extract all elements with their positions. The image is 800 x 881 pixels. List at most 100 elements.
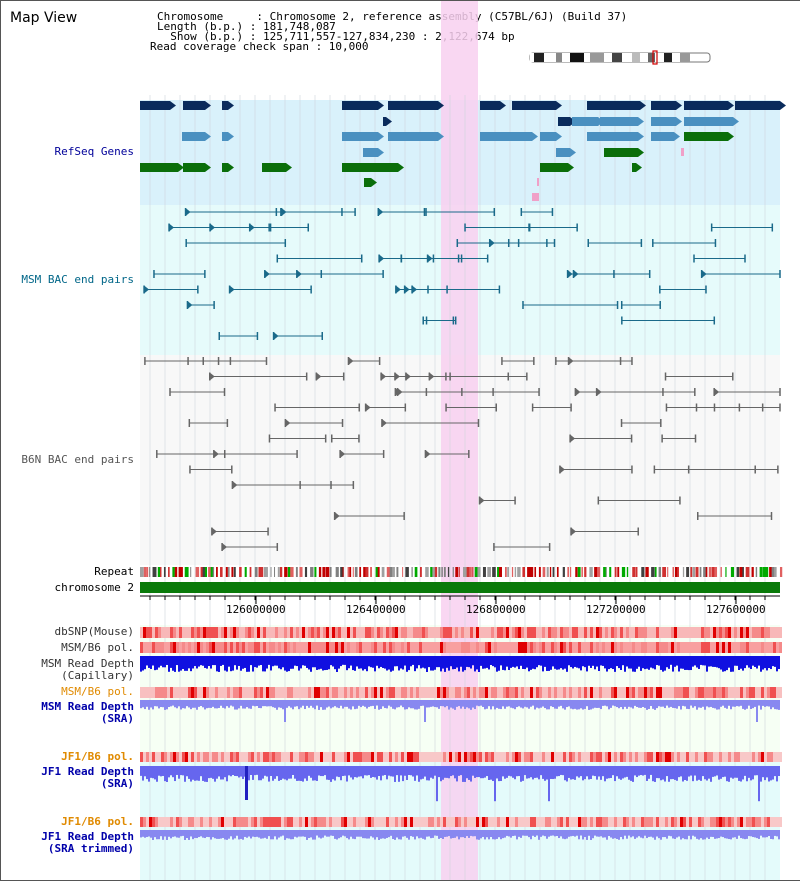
heat-cell bbox=[380, 817, 383, 827]
depth-bar bbox=[316, 766, 318, 781]
heat-cell bbox=[353, 627, 356, 638]
repeat-mark bbox=[405, 567, 409, 577]
depth-bar bbox=[220, 700, 222, 706]
heat-cell bbox=[164, 817, 167, 827]
depth-bar bbox=[502, 830, 504, 839]
depth-bar bbox=[390, 830, 392, 836]
bac-end-arrow bbox=[187, 301, 193, 309]
depth-bar bbox=[660, 700, 662, 707]
heat-cell bbox=[617, 752, 620, 762]
heat-cell bbox=[707, 817, 710, 827]
depth-bar bbox=[140, 700, 142, 709]
depth-bar bbox=[252, 830, 254, 837]
depth-bar bbox=[536, 830, 538, 836]
depth-bar bbox=[666, 830, 668, 839]
heat-cell bbox=[677, 687, 680, 698]
depth-bar bbox=[280, 656, 282, 670]
depth-bar bbox=[492, 700, 494, 707]
heat-cell bbox=[626, 642, 629, 653]
msm-b6-pol-label-2[interactable]: MSM/B6 pol. bbox=[61, 685, 134, 698]
depth-bar bbox=[358, 830, 360, 837]
depth-bar bbox=[240, 700, 242, 706]
heat-cell bbox=[641, 642, 644, 653]
depth-bar bbox=[258, 656, 260, 666]
depth-bar bbox=[760, 766, 762, 782]
heat-cell bbox=[269, 687, 272, 698]
depth-bar bbox=[432, 700, 434, 707]
length-info: Length (b.p.) : 181,748,087 bbox=[157, 20, 336, 33]
b6n-bac-label[interactable]: B6N BAC end pairs bbox=[21, 453, 134, 466]
gene-feature bbox=[140, 163, 178, 172]
depth-bar bbox=[704, 830, 706, 840]
heat-cell bbox=[221, 817, 224, 827]
depth-bar bbox=[324, 700, 326, 710]
heat-cell bbox=[362, 752, 365, 762]
depth-bar bbox=[520, 830, 522, 838]
depth-bar bbox=[240, 656, 242, 671]
depth-bar bbox=[436, 700, 438, 708]
heat-cell bbox=[587, 627, 590, 638]
bac-end-arrow bbox=[185, 208, 191, 216]
jf1-read-depth-trimmed-label[interactable]: JF1 Read Depth (SRA trimmed) bbox=[41, 830, 134, 855]
heat-cell bbox=[626, 817, 629, 827]
heat-cell bbox=[434, 642, 437, 653]
gene-arrow bbox=[438, 101, 444, 110]
depth-bar bbox=[556, 766, 558, 777]
depth-bar bbox=[718, 766, 720, 780]
depth-bar bbox=[556, 656, 558, 670]
repeat-mark bbox=[143, 567, 147, 577]
dbsnp-label[interactable]: dbSNP(Mouse) bbox=[54, 625, 134, 638]
page-title: Map View bbox=[10, 10, 78, 26]
heat-cell bbox=[494, 687, 497, 698]
heat-cell bbox=[374, 627, 377, 638]
jf1-read-depth-sra-label[interactable]: JF1 Read Depth (SRA) bbox=[41, 765, 134, 790]
depth-bar bbox=[168, 700, 170, 708]
msm-read-depth-capillary-label[interactable]: MSM Read Depth (Capillary) bbox=[41, 657, 134, 682]
heat-cell bbox=[620, 752, 623, 762]
heat-cell bbox=[662, 687, 665, 698]
msm-bac-label[interactable]: MSM BAC end pairs bbox=[21, 273, 134, 286]
heat-cell bbox=[620, 627, 623, 638]
depth-bar bbox=[236, 830, 238, 836]
heat-cell bbox=[521, 627, 524, 638]
depth-bar bbox=[534, 830, 536, 837]
depth-bar bbox=[622, 830, 624, 840]
depth-bar bbox=[344, 830, 346, 837]
depth-bar bbox=[686, 700, 688, 709]
msm-read-depth-sra-label[interactable]: MSM Read Depth (SRA) bbox=[41, 700, 134, 725]
heat-cell bbox=[527, 752, 530, 762]
depth-bar bbox=[610, 830, 612, 838]
depth-bar bbox=[494, 656, 496, 668]
refseq-genes-label[interactable]: RefSeq Genes bbox=[54, 145, 134, 158]
heat-cell bbox=[395, 752, 398, 762]
depth-bar bbox=[688, 656, 690, 671]
heat-cell bbox=[731, 817, 734, 827]
heat-cell bbox=[320, 687, 323, 698]
depth-bar bbox=[750, 766, 752, 781]
heat-cell bbox=[497, 817, 500, 827]
jf1-b6-pol-label-2[interactable]: JF1/B6 pol. bbox=[61, 815, 134, 828]
depth-bar bbox=[692, 766, 694, 782]
jf1-b6-pol-label-1[interactable]: JF1/B6 pol. bbox=[61, 750, 134, 763]
depth-bar bbox=[666, 700, 668, 706]
repeat-mark bbox=[774, 567, 777, 577]
repeat-mark bbox=[254, 567, 258, 577]
heat-cell bbox=[641, 627, 644, 638]
depth-bar bbox=[380, 700, 382, 709]
depth-bar bbox=[228, 766, 230, 776]
depth-bar bbox=[774, 656, 776, 667]
depth-bar bbox=[354, 656, 356, 671]
gene-feature bbox=[684, 101, 728, 110]
heat-cell bbox=[428, 627, 431, 638]
heat-cell bbox=[179, 627, 182, 638]
depth-bar bbox=[566, 700, 568, 708]
repeat-mark bbox=[447, 567, 450, 577]
depth-bar bbox=[310, 656, 312, 672]
heat-cell bbox=[371, 752, 374, 762]
depth-bar bbox=[718, 700, 720, 710]
heat-cell bbox=[494, 627, 497, 638]
repeat-mark bbox=[349, 567, 352, 577]
msm-b6-pol-label-1[interactable]: MSM/B6 pol. bbox=[61, 641, 134, 654]
heat-cell bbox=[776, 687, 779, 698]
heat-cell bbox=[503, 642, 506, 653]
